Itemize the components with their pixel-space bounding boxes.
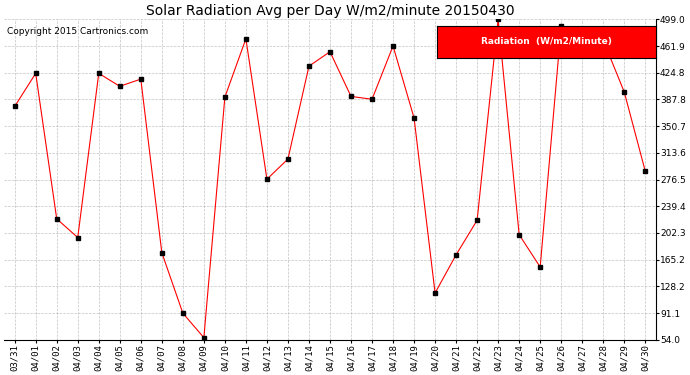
Text: Copyright 2015 Cartronics.com: Copyright 2015 Cartronics.com: [7, 27, 148, 36]
Title: Solar Radiation Avg per Day W/m2/minute 20150430: Solar Radiation Avg per Day W/m2/minute …: [146, 4, 514, 18]
